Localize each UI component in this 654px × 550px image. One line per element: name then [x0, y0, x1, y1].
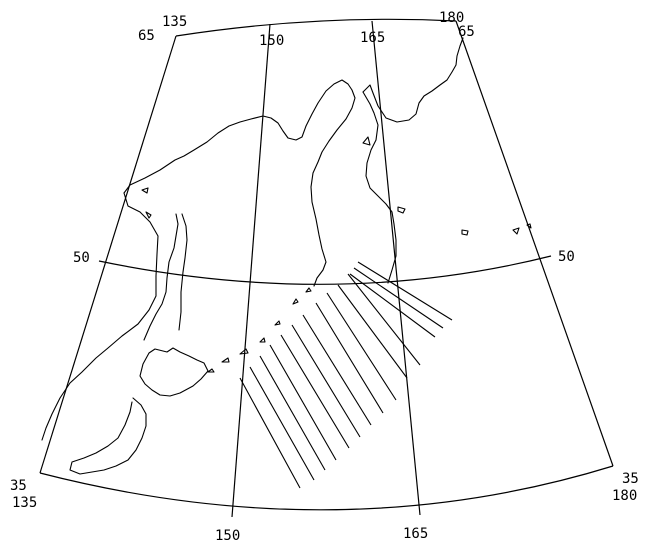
small-island	[141, 187, 149, 194]
label-lat-50-left: 50	[73, 250, 90, 266]
track-line	[315, 302, 384, 414]
kuril-island	[259, 337, 266, 343]
small-island	[512, 227, 520, 235]
label-lon-150-top: 150	[259, 33, 284, 49]
small-island	[397, 206, 406, 214]
label-lon-135-top: 135	[162, 14, 187, 30]
honshu-island	[69, 397, 147, 475]
kuril-island	[305, 287, 312, 293]
track-line	[249, 366, 315, 481]
meridian-165-line	[371, 20, 421, 516]
track-line	[280, 334, 350, 449]
kuril-island	[292, 298, 299, 305]
track-line	[259, 355, 326, 471]
meridian-180-line	[455, 20, 614, 467]
label-lat-35-left: 35	[10, 478, 27, 494]
small-island	[145, 211, 152, 219]
parallel-65-line	[175, 18, 457, 37]
kamchatka-coast	[362, 91, 397, 284]
tatar-coast	[41, 192, 159, 441]
graticule	[39, 18, 614, 518]
track-line	[353, 267, 444, 329]
parallel-35-line	[39, 465, 614, 511]
kuril-island	[239, 348, 249, 355]
track-line	[302, 314, 372, 426]
track-line	[326, 292, 397, 401]
parallel-50-line	[98, 255, 552, 285]
track-line	[347, 273, 421, 366]
meridian-135-line	[39, 35, 177, 474]
label-lon-165-top: 165	[360, 30, 385, 46]
mainland-coast	[123, 79, 356, 287]
track-line	[269, 344, 337, 461]
kuril-island	[274, 320, 281, 326]
track-line	[291, 324, 361, 438]
track-line	[357, 261, 453, 321]
small-island	[526, 223, 532, 229]
label-lat-50-right: 50	[558, 249, 575, 265]
meridian-150-line	[231, 23, 271, 518]
label-lat-65-right: 65	[458, 24, 475, 40]
sakhalin-island	[143, 213, 188, 341]
small-island	[461, 229, 469, 236]
track-line	[349, 273, 436, 338]
coordinate-labels: 135 65 150 165 180 65 50 50 35 135 150 1…	[10, 10, 639, 544]
label-lon-135-bottom: 135	[12, 495, 37, 511]
track-line	[337, 284, 408, 379]
small-island	[362, 136, 371, 146]
kuril-island	[221, 357, 230, 363]
label-lon-165-bottom: 165	[403, 526, 428, 542]
hokkaido-island	[139, 347, 209, 397]
kuril-island	[207, 368, 215, 373]
track-line	[239, 377, 301, 489]
label-lat-35-right: 35	[622, 471, 639, 487]
label-lon-180-bottom: 180	[612, 488, 637, 504]
survey-tracks	[239, 261, 453, 489]
label-lon-180-top: 180	[439, 10, 464, 26]
northeast-coast	[362, 37, 464, 123]
label-lon-150-bottom: 150	[215, 528, 240, 544]
coastlines	[41, 37, 532, 475]
label-lat-65-left: 65	[138, 28, 155, 44]
